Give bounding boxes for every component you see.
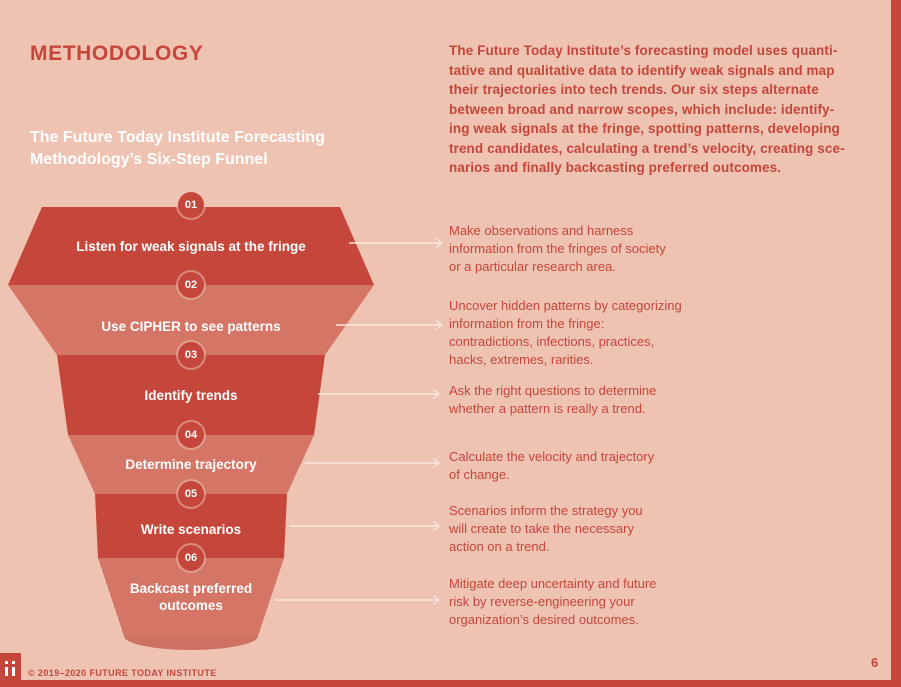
step-6-arrow-icon [275, 594, 441, 606]
step-5-description: Scenarios inform the strategy you will c… [449, 503, 643, 554]
step-4-number-badge: 04 [178, 422, 204, 448]
copyright-text: © 2019–2020 FUTURE TODAY INSTITUTE [28, 668, 217, 678]
funnel-step-1: Listen for weak signals at the fringe [8, 207, 374, 285]
step-3-description: Ask the right questions to determine whe… [449, 383, 657, 416]
funnel-step-6: Backcast preferred outcomes [98, 558, 284, 636]
step-5-arrow-icon [290, 520, 441, 532]
step-1-description: Make observations and harness informatio… [449, 223, 666, 274]
funnel-subtitle: The Future Today Institute Forecasting M… [30, 129, 325, 168]
funnel-step-3: Identify trends [57, 355, 325, 435]
step-3-arrow-icon [318, 388, 441, 400]
page-title: METHODOLOGY [30, 42, 204, 65]
step-4-arrow-icon [305, 457, 441, 469]
bottom-edge-bar [0, 680, 901, 687]
step-6-description: Mitigate deep uncertainty and future ris… [449, 576, 657, 627]
step-2-number-badge: 02 [178, 272, 204, 298]
step-1-arrow-icon [349, 237, 444, 249]
step-5-number-badge: 05 [178, 481, 204, 507]
intro-paragraph: The Future Today Institute’s forecasting… [449, 43, 845, 175]
step-2-description: Uncover hidden patterns by categorizing … [449, 298, 682, 367]
logo-i-mark [5, 661, 8, 676]
step-6-number-badge: 06 [178, 545, 204, 571]
page-number: 6 [871, 655, 879, 670]
step-4-description: Calculate the velocity and trajectory of… [449, 449, 655, 482]
fti-logo [0, 653, 21, 680]
logo-i-mark [12, 661, 15, 676]
step-2-arrow-icon [336, 319, 444, 331]
step-1-number-badge: 01 [178, 192, 204, 218]
right-edge-bar [891, 0, 901, 687]
step-3-number-badge: 03 [178, 342, 204, 368]
